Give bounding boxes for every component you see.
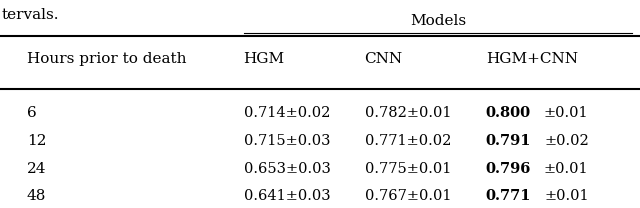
Text: 0.775±0.01: 0.775±0.01 (365, 162, 451, 176)
Text: 0.782±0.01: 0.782±0.01 (365, 106, 451, 120)
Text: ±0.02: ±0.02 (544, 134, 589, 148)
Text: 0.714±0.02: 0.714±0.02 (244, 106, 330, 120)
Text: 0.800: 0.800 (486, 106, 531, 120)
Text: 0.796: 0.796 (486, 162, 531, 176)
Text: 0.771±0.02: 0.771±0.02 (365, 134, 451, 148)
Text: HGM+CNN: HGM+CNN (486, 52, 578, 66)
Text: tervals.: tervals. (1, 7, 59, 22)
Text: 48: 48 (27, 189, 46, 203)
Text: 24: 24 (27, 162, 46, 176)
Text: Models: Models (410, 14, 466, 28)
Text: 0.771: 0.771 (486, 189, 531, 203)
Text: ±0.01: ±0.01 (544, 162, 589, 176)
Text: 12: 12 (27, 134, 46, 148)
Text: 0.791: 0.791 (486, 134, 531, 148)
Text: 6: 6 (27, 106, 36, 120)
Text: CNN: CNN (365, 52, 403, 66)
Text: 0.641±0.03: 0.641±0.03 (244, 189, 330, 203)
Text: ±0.01: ±0.01 (544, 189, 589, 203)
Text: 0.653±0.03: 0.653±0.03 (244, 162, 330, 176)
Text: 0.715±0.03: 0.715±0.03 (244, 134, 330, 148)
Text: 0.767±0.01: 0.767±0.01 (365, 189, 451, 203)
Text: ±0.01: ±0.01 (543, 106, 588, 120)
Text: Hours prior to death: Hours prior to death (27, 52, 186, 66)
Text: HGM: HGM (244, 52, 285, 66)
